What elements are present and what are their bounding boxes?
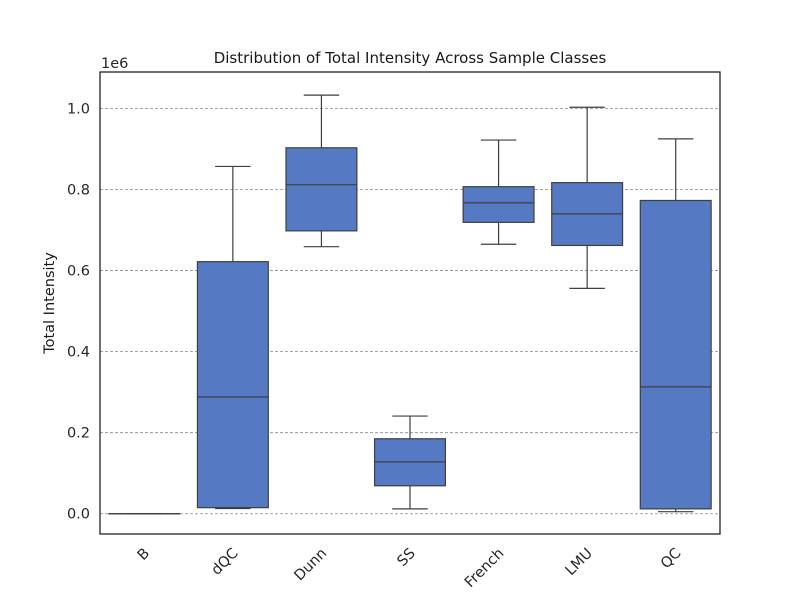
box-dqc [196,165,269,510]
y-axis-ticks: 0.0 0.2 0.4 0.6 0.8 1.0 [67,101,90,522]
y-tick-label: 0.2 [67,426,90,442]
iqr-box [462,186,535,223]
x-tick-label: French [462,546,507,591]
y-axis-label: Total Intensity [42,252,58,355]
x-tick-label: B [135,546,153,564]
y-tick-label: 0.4 [67,345,90,361]
y-tick-label: 0.0 [67,507,90,523]
iqr-box [639,199,712,510]
x-tick-label: SS [394,546,418,570]
x-tick-label: LMU [563,546,596,579]
chart-title: Distribution of Total Intensity Across S… [214,49,607,67]
box-dunn [285,94,358,248]
box-ss [373,415,447,510]
iqr-box [285,147,358,232]
plot-area-frame [99,71,721,535]
y-axis-offset-label: 1e6 [101,56,128,72]
y-tick-label: 0.6 [67,264,90,280]
iqr-box [196,261,269,509]
x-tick-label: QC [658,546,685,573]
box-qc [639,138,712,513]
y-tick-label: 1.0 [67,101,90,117]
boxes [108,94,712,515]
y-tick-label: 0.8 [67,183,90,199]
box-french [462,139,535,245]
x-tick-label: dQC [209,546,242,579]
x-tick-label: Dunn [292,546,331,585]
box-lmu [551,106,624,290]
